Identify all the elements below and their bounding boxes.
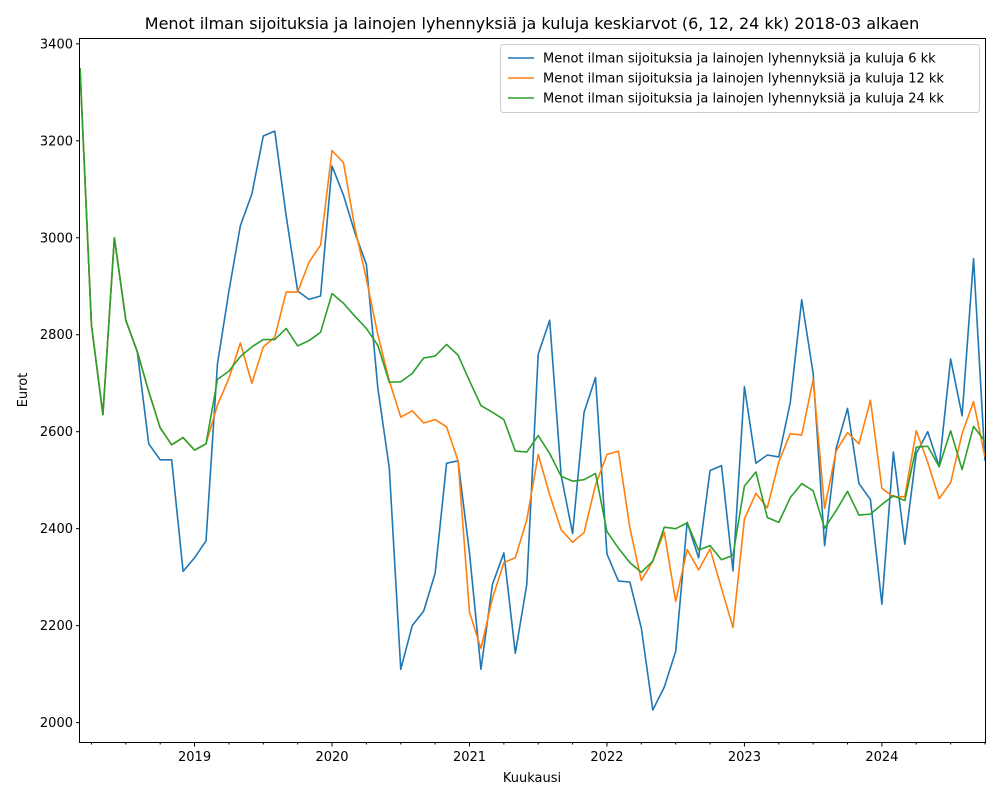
y-tick-label-2600: 2600 <box>40 425 73 440</box>
series-line-3 <box>79 68 986 574</box>
series-line-2 <box>79 68 986 650</box>
x-tick-label-2023: 2023 <box>728 750 761 765</box>
x-tick-label-2020: 2020 <box>315 750 348 765</box>
legend-entry-2: Menot ilman sijoituksia ja lainojen lyhe… <box>543 72 944 87</box>
y-tick-label-3400: 3400 <box>40 37 73 52</box>
legend: Menot ilman sijoituksia ja lainojen lyhe… <box>500 44 980 113</box>
y-tick-label-2400: 2400 <box>40 522 73 537</box>
x-axis: 2019 2020 2021 2022 2023 2024 <box>90 742 986 765</box>
legend-box <box>500 44 980 113</box>
y-tick-label-3200: 3200 <box>40 134 73 149</box>
y-tick-label-2800: 2800 <box>40 328 73 343</box>
y-tick-label-2200: 2200 <box>40 619 73 634</box>
y-axis-label: Eurot <box>16 373 31 408</box>
x-tick-label-2024: 2024 <box>865 750 898 765</box>
series-line-1 <box>79 68 986 711</box>
x-axis-label: Kuukausi <box>503 771 561 786</box>
y-tick-label-2000: 2000 <box>40 716 73 731</box>
x-tick-label-2021: 2021 <box>453 750 486 765</box>
legend-entry-3: Menot ilman sijoituksia ja lainojen lyhe… <box>543 92 944 107</box>
x-tick-label-2022: 2022 <box>590 750 623 765</box>
y-tick-label-3000: 3000 <box>40 231 73 246</box>
plot-area-frame <box>79 38 986 743</box>
x-tick-label-2019: 2019 <box>178 750 211 765</box>
y-axis: 2000 2200 2400 2600 2800 3000 3200 3400 <box>40 37 80 731</box>
chart-title: Menot ilman sijoituksia ja lainojen lyhe… <box>145 14 919 33</box>
series-lines <box>79 68 986 711</box>
legend-entry-1: Menot ilman sijoituksia ja lainojen lyhe… <box>543 52 936 67</box>
